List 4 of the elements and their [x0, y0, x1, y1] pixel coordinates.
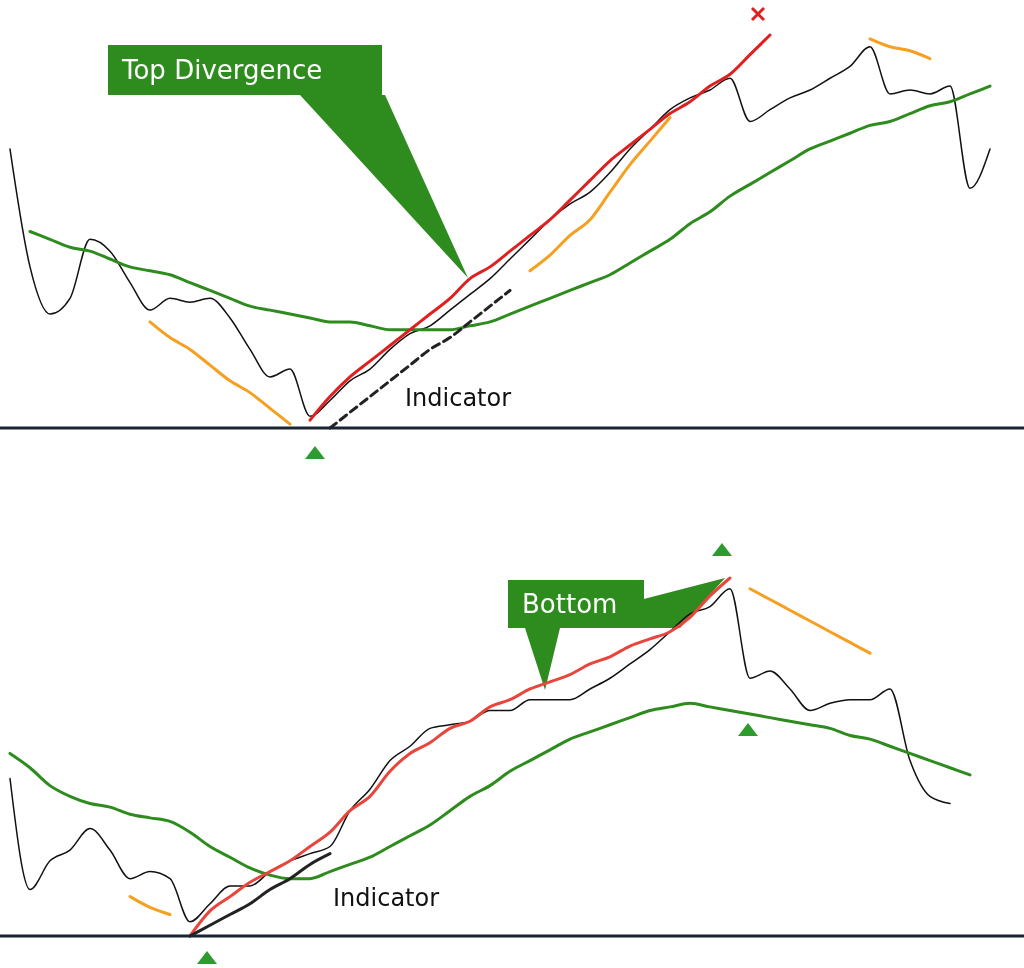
annotation: Indicator [405, 384, 512, 412]
annotation: Bottom [522, 589, 618, 619]
annotation: Top Divergence [121, 55, 323, 85]
annotation: Indicator [333, 884, 440, 912]
